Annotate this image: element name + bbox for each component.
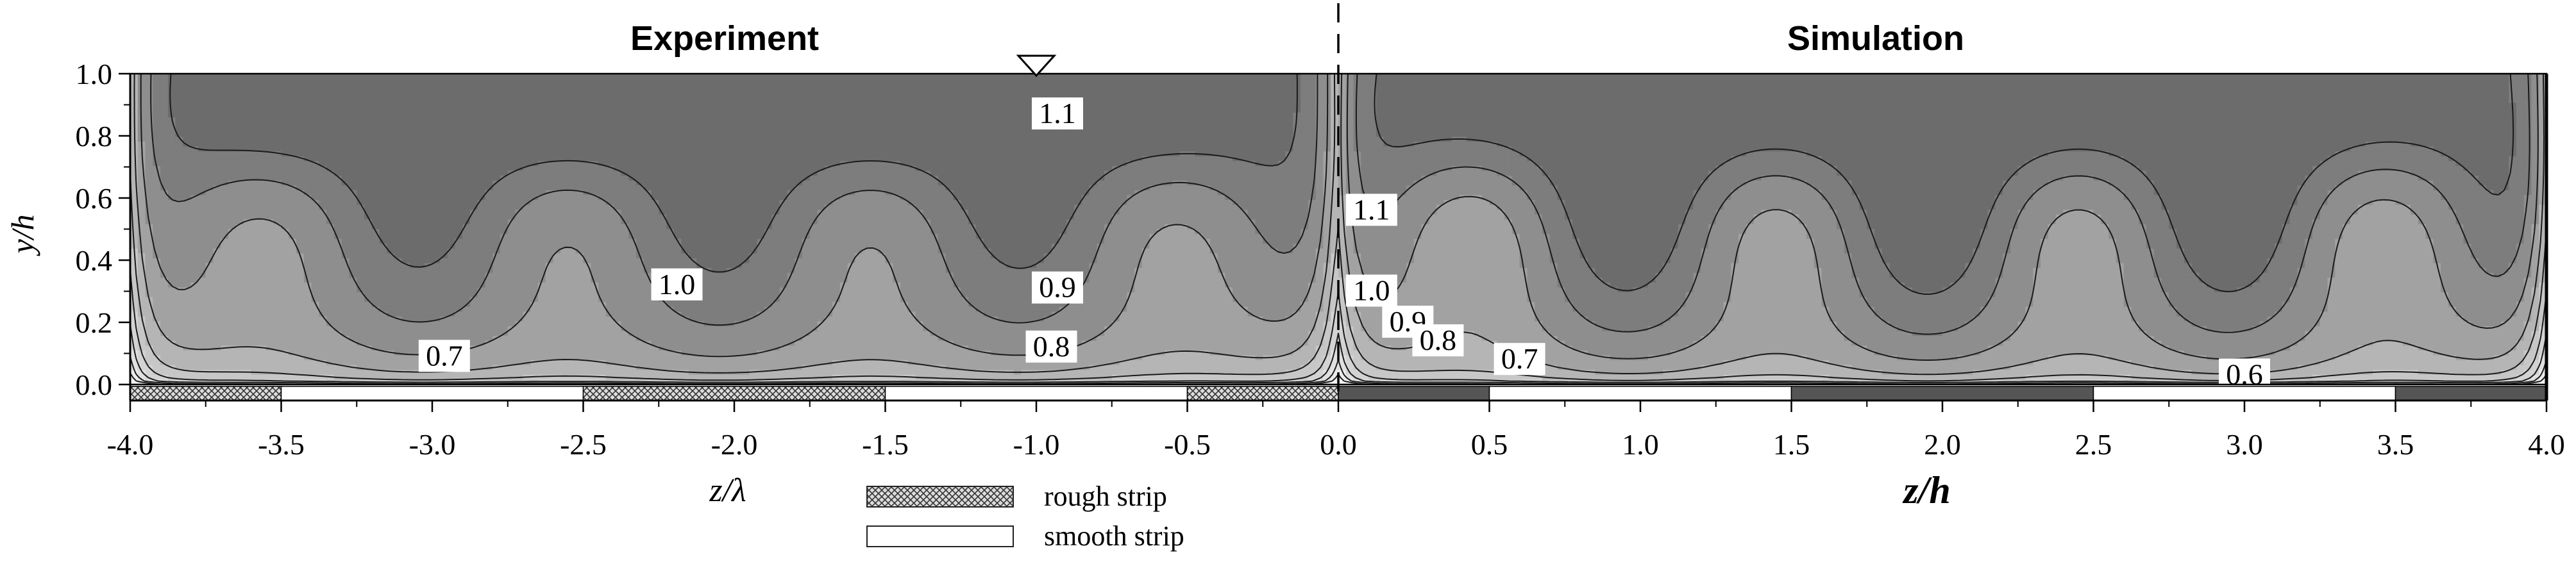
x-tick-label: 2.0 <box>1924 428 1961 461</box>
y-tick-label: 1.0 <box>76 58 113 90</box>
contour-label: 1.0 <box>651 268 703 301</box>
contour-label: 0.7 <box>1494 342 1545 376</box>
panel-title-experiment: Experiment <box>630 19 819 58</box>
strip-rough <box>1186 386 1339 401</box>
x-tick-label: 2.5 <box>2075 428 2112 461</box>
strip-rough <box>1790 386 2094 401</box>
x-tick-label: 3.5 <box>2377 428 2414 461</box>
contour-label-text: 0.9 <box>1039 271 1076 304</box>
y-tick-label: 0.8 <box>76 120 113 153</box>
strip-smooth <box>1488 386 1792 401</box>
legend-swatch-rough <box>866 486 1014 508</box>
strip-smooth <box>2092 386 2396 401</box>
x-axis-label-simulation: z/h <box>1902 469 1950 511</box>
contour-label-text: 1.1 <box>1039 97 1076 129</box>
x-tick-label: 0.0 <box>1320 428 1357 461</box>
contour-label: 0.8 <box>1025 330 1077 363</box>
x-tick-label: -0.5 <box>1164 428 1211 461</box>
contour-label: 1.1 <box>1345 193 1397 226</box>
text-labels: Experiment Simulation z/λ z/h y/h <box>4 19 1964 511</box>
legend: rough strip smooth strip <box>866 481 1184 552</box>
contour-label-box <box>1412 324 1464 357</box>
contour-label-text: 1.0 <box>659 268 696 301</box>
x-tick-label: -3.5 <box>258 428 305 461</box>
x-tick-label: -4.0 <box>107 428 154 461</box>
legend-swatch-smooth <box>866 525 1014 547</box>
y-tick-label: 0.0 <box>76 368 113 401</box>
contour-line-1-1 <box>169 74 2514 295</box>
y-tick-label: 0.6 <box>76 182 113 215</box>
contour-label-text: 0.8 <box>1420 324 1457 356</box>
x-tick-label: 1.0 <box>1622 428 1659 461</box>
contour-label-box <box>1345 274 1397 307</box>
panel-title-simulation: Simulation <box>1787 19 1964 58</box>
x-tick-label: -3.0 <box>409 428 456 461</box>
x-tick-label: 1.5 <box>1773 428 1810 461</box>
contour-label-text: 0.7 <box>1501 342 1538 375</box>
x-tick-label: 3.0 <box>2226 428 2263 461</box>
contour-label-text: 1.1 <box>1353 193 1390 226</box>
strip-rough <box>130 386 282 401</box>
contour-label-box <box>651 268 703 301</box>
strip-rough <box>582 386 886 401</box>
contour-label-box <box>1025 330 1077 363</box>
contour-label: 0.8 <box>1412 324 1464 357</box>
contour-label-box <box>1031 271 1083 304</box>
legend-label-rough: rough strip <box>1044 481 1167 512</box>
strip-smooth <box>280 386 584 401</box>
x-axis-label-experiment: z/λ <box>709 472 746 509</box>
contour-label: 0.6 <box>2219 358 2270 391</box>
contour-label: 0.7 <box>418 339 470 372</box>
x-tick-label: -1.0 <box>1013 428 1060 461</box>
contour-line-1 <box>150 74 2530 335</box>
strip-smooth <box>884 386 1188 401</box>
x-tick-label: -1.5 <box>862 428 909 461</box>
x-tick-label: 4.0 <box>2528 428 2565 461</box>
strip-rough <box>1338 386 1490 401</box>
x-tick-label: -2.0 <box>711 428 758 461</box>
axes: -4.0 -3.5 -3.0 -2.5 -2.0 -1.5 -1.0 -0.5 0.0 0.5 1.… <box>76 3 2565 461</box>
strip-rough <box>2395 386 2547 401</box>
legend-label-smooth: smooth strip <box>1044 520 1184 552</box>
contour-label: 0.9 <box>1031 271 1083 304</box>
inverted-triangle-marker <box>1016 54 1057 78</box>
contour-label: 1.1 <box>1031 97 1083 130</box>
y-tick-label: 0.2 <box>76 306 113 339</box>
contour-label-box <box>1345 194 1397 226</box>
contour-label-box <box>1031 97 1083 130</box>
x-tick-label: -2.5 <box>560 428 607 461</box>
contour-line-0-8 <box>133 74 2545 376</box>
contour-label: 1.0 <box>1345 274 1397 307</box>
contour-label-text: 0.6 <box>2226 358 2263 390</box>
contour-label-text: 0.8 <box>1033 330 1070 363</box>
y-tick-label: 0.4 <box>76 244 113 277</box>
contour-line-0-7 <box>130 169 2547 382</box>
contour-label-text: 0.7 <box>426 339 463 372</box>
y-axis-label: y/h <box>4 214 40 256</box>
contour-label-box <box>418 340 470 372</box>
contour-label-box <box>1494 343 1545 376</box>
x-tick-label: 0.5 <box>1471 428 1508 461</box>
contour-label-text: 1.0 <box>1353 274 1390 307</box>
plot-area: 1.11.0 0.90.80.71.11.00.90.80.7 0.6 <box>130 74 2547 391</box>
